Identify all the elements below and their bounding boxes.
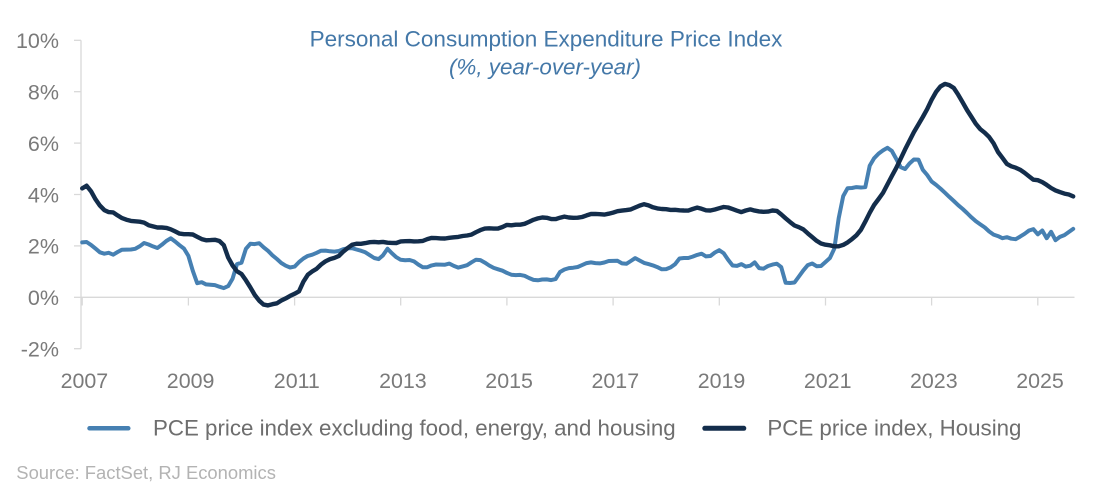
svg-text:4%: 4% [28,183,59,207]
svg-text:2023: 2023 [910,369,958,393]
svg-text:PCE price index, Housing: PCE price index, Housing [767,415,1021,440]
svg-text:6%: 6% [28,132,59,156]
svg-text:2011: 2011 [274,369,320,393]
svg-text:-2%: -2% [21,338,59,362]
svg-text:2%: 2% [28,235,59,259]
svg-text:Source: FactSet, RJ Economics: Source: FactSet, RJ Economics [16,462,276,483]
svg-text:2007: 2007 [61,369,109,393]
svg-text:10%: 10% [16,29,59,53]
svg-text:PCE price index excluding food: PCE price index excluding food, energy, … [153,415,676,440]
svg-text:2009: 2009 [167,369,215,393]
svg-text:2017: 2017 [592,369,640,393]
svg-text:0%: 0% [28,286,59,310]
svg-text:8%: 8% [28,81,59,105]
svg-text:2025: 2025 [1016,369,1064,393]
svg-text:2015: 2015 [485,369,533,393]
svg-text:2019: 2019 [698,369,746,393]
svg-text:2013: 2013 [379,369,427,393]
svg-text:2021: 2021 [804,369,852,393]
svg-text:(%, year-over-year): (%, year-over-year) [449,55,641,80]
svg-text:Personal Consumption Expenditu: Personal Consumption Expenditure Price I… [310,27,784,52]
